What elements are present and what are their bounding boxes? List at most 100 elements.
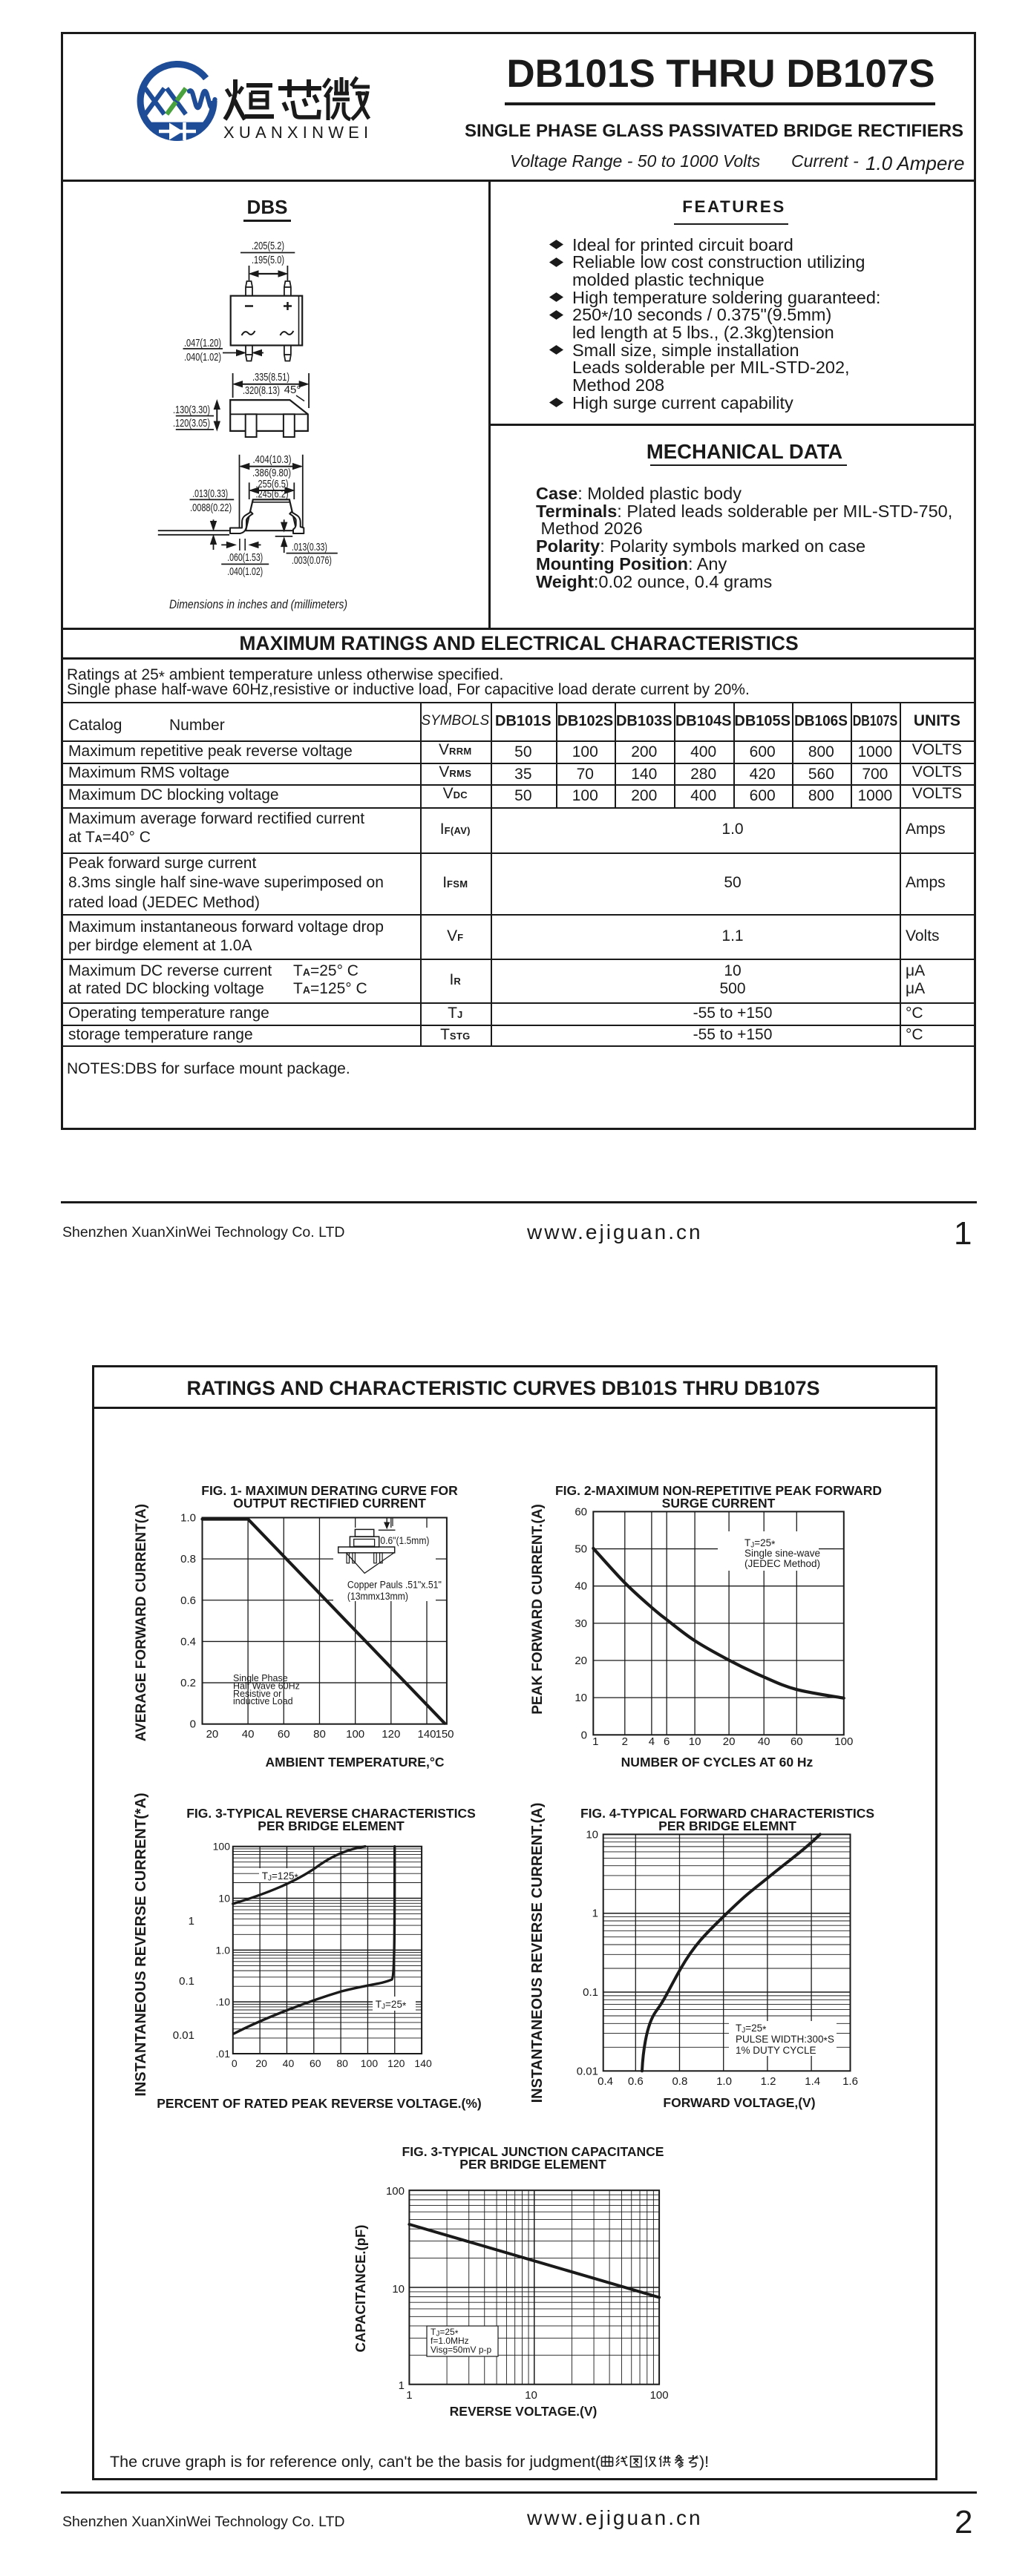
svg-text:100: 100 [346, 1728, 364, 1741]
svg-text:.040(1.02): .040(1.02) [184, 351, 221, 364]
svg-text:10: 10 [586, 1828, 598, 1841]
svg-text:AVERAGE FORWARD CURRENT(A): AVERAGE FORWARD CURRENT(A) [134, 1504, 149, 1741]
svg-text:10: 10 [689, 1735, 701, 1748]
svg-text:40: 40 [242, 1728, 255, 1741]
svg-text:80: 80 [313, 1728, 326, 1741]
svg-text:0.4: 0.4 [180, 1635, 196, 1648]
svg-text:45°: 45° [284, 384, 301, 396]
svg-text:INSTANTANEOUS REVERSE CURRENT.: INSTANTANEOUS REVERSE CURRENT.(A) [529, 1803, 546, 2103]
svg-text:0.6: 0.6 [628, 2075, 644, 2088]
svg-text:1: 1 [406, 2389, 412, 2402]
svg-text:50: 50 [575, 1543, 587, 1556]
svg-text:20: 20 [206, 1728, 219, 1741]
svg-text:.10: .10 [216, 1996, 231, 2008]
svg-text:.013(0.33): .013(0.33) [292, 541, 327, 553]
svg-text:.040(1.02): .040(1.02) [227, 565, 263, 578]
svg-text:10: 10 [218, 1893, 230, 1905]
svg-text:.320(8.13): .320(8.13) [243, 384, 280, 397]
svg-text:120: 120 [387, 2057, 405, 2069]
svg-text:NUMBER OF CYCLES AT 60 Hz: NUMBER OF CYCLES AT 60 Hz [621, 1755, 814, 1770]
svg-text:PER BRIDGE ELEMNT: PER BRIDGE ELEMNT [658, 1818, 796, 1833]
svg-text:150: 150 [435, 1728, 454, 1741]
svg-text:INSTANTANEOUS REVERSE CURRENT(: INSTANTANEOUS REVERSE CURRENT(*A) [133, 1793, 149, 2096]
svg-text:1: 1 [399, 2379, 405, 2392]
svg-text:1.2: 1.2 [761, 2075, 776, 2088]
svg-text:0.1: 0.1 [179, 1975, 194, 1988]
svg-text:OUTPUT RECTIFIED CURRENT: OUTPUT RECTIFIED CURRENT [233, 1496, 426, 1511]
svg-text:FORWARD VOLTAGE,(V): FORWARD VOLTAGE,(V) [663, 2095, 815, 2110]
svg-text:AMBIENT TEMPERATURE,°C: AMBIENT TEMPERATURE,°C [266, 1755, 445, 1770]
svg-text:FIG. 1- MAXIMUN DERATING CURVE: FIG. 1- MAXIMUN DERATING CURVE FOR [201, 1483, 458, 1498]
svg-text:1% DUTY CYCLE: 1% DUTY CYCLE [736, 2045, 816, 2056]
svg-text:Dimensions in inches and (mill: Dimensions in inches and (millimeters) [169, 597, 347, 611]
svg-text:40: 40 [283, 2057, 295, 2069]
svg-text:TJ=25*: TJ=25* [376, 1999, 407, 2011]
svg-text:Resistive or: Resistive or [233, 1689, 281, 1699]
svg-text:(13mmx13mm): (13mmx13mm) [347, 1591, 408, 1602]
svg-text:.245(6.2): .245(6.2) [256, 488, 289, 501]
svg-text:1: 1 [592, 1908, 598, 1920]
svg-text:10: 10 [575, 1692, 587, 1704]
svg-text:1: 1 [592, 1735, 598, 1748]
svg-text:.195(5.0): .195(5.0) [252, 254, 284, 266]
svg-text:140: 140 [417, 1728, 436, 1741]
svg-text:30: 30 [575, 1617, 587, 1630]
svg-text:.255(6.5): .255(6.5) [256, 478, 289, 490]
svg-text:.003(0.076): .003(0.076) [292, 554, 332, 567]
svg-text:Copper Pauls .51"x.51": Copper Pauls .51"x.51" [347, 1580, 442, 1591]
svg-text:.120(3.05): .120(3.05) [173, 417, 210, 430]
svg-text:PULSE WIDTH:300*S: PULSE WIDTH:300*S [736, 2034, 834, 2046]
svg-text:2: 2 [622, 1735, 628, 1748]
svg-text:PER BRIDGE ELEMENT: PER BRIDGE ELEMENT [258, 1818, 405, 1833]
svg-text:Single Phase: Single Phase [233, 1673, 288, 1683]
svg-text:.130(3.30): .130(3.30) [173, 404, 210, 416]
svg-text:SURGE CURRENT: SURGE CURRENT [662, 1496, 776, 1511]
svg-text:inductive Load: inductive Load [233, 1696, 293, 1706]
svg-text:0.6: 0.6 [180, 1594, 196, 1607]
svg-text:PEAK FORWARD CURRENT.(A): PEAK FORWARD CURRENT.(A) [530, 1504, 546, 1715]
svg-text:1.4: 1.4 [805, 2075, 820, 2088]
svg-text:(JEDEC Method): (JEDEC Method) [744, 1558, 820, 1569]
svg-text:FIG. 4-TYPICAL FORWARD CHARACT: FIG. 4-TYPICAL FORWARD CHARACTERISTICS [580, 1806, 874, 1821]
svg-text:0.8: 0.8 [180, 1553, 196, 1565]
svg-text:0.2: 0.2 [180, 1677, 196, 1689]
svg-text:FIG. 2-MAXIMUM NON-REPETITIVE: FIG. 2-MAXIMUM NON-REPETITIVE PEAK FORWA… [555, 1483, 882, 1498]
svg-text:.060(1.53): .060(1.53) [227, 551, 263, 564]
svg-text:6: 6 [664, 1735, 670, 1748]
svg-text:1.0: 1.0 [716, 2075, 732, 2088]
svg-text:1.0: 1.0 [216, 1944, 231, 1956]
svg-text:0.01: 0.01 [173, 2029, 194, 2042]
svg-text:100: 100 [834, 1735, 853, 1748]
svg-text:100: 100 [386, 2185, 405, 2198]
svg-text:0: 0 [581, 1729, 587, 1741]
svg-text:10: 10 [525, 2389, 537, 2402]
svg-text:Visg=50mV p-p: Visg=50mV p-p [431, 2345, 491, 2355]
svg-text:.0088(0.22): .0088(0.22) [190, 502, 232, 514]
svg-text:1.6: 1.6 [842, 2075, 858, 2088]
svg-text:0.01: 0.01 [577, 2065, 598, 2077]
svg-text:60: 60 [310, 2057, 321, 2069]
svg-text:100: 100 [361, 2057, 379, 2069]
svg-text:.047(1.20): .047(1.20) [184, 337, 221, 349]
svg-text:.205(5.2): .205(5.2) [252, 240, 284, 252]
svg-text:140: 140 [414, 2057, 432, 2069]
svg-text:0.1: 0.1 [583, 1986, 598, 1999]
svg-text:f=1.0MHz: f=1.0MHz [431, 2336, 469, 2346]
svg-text:60: 60 [791, 1735, 803, 1748]
svg-text:1.0: 1.0 [180, 1512, 196, 1525]
svg-text:TJ=125*: TJ=125* [262, 1870, 299, 1883]
svg-text:CAPACITANCE.(pF): CAPACITANCE.(pF) [353, 2225, 368, 2353]
svg-text:0.4: 0.4 [598, 2075, 613, 2088]
svg-text:120: 120 [382, 1728, 400, 1741]
svg-text:100: 100 [650, 2389, 669, 2402]
svg-text:Half Wave 60Hz: Half Wave 60Hz [233, 1680, 300, 1691]
svg-text:.386(9.80): .386(9.80) [252, 467, 291, 479]
svg-text:40: 40 [575, 1580, 587, 1593]
svg-text:20: 20 [575, 1655, 587, 1667]
svg-text:TJ=25*: TJ=25* [431, 2327, 459, 2339]
svg-text:PERCENT OF RATED PEAK REVERSE: PERCENT OF RATED PEAK REVERSE VOLTAGE.(%… [157, 2096, 482, 2111]
svg-text:10: 10 [392, 2283, 405, 2296]
svg-text:REVERSE VOLTAGE.(V): REVERSE VOLTAGE.(V) [450, 2404, 598, 2419]
svg-text:4: 4 [649, 1735, 655, 1748]
svg-text:20: 20 [723, 1735, 736, 1748]
